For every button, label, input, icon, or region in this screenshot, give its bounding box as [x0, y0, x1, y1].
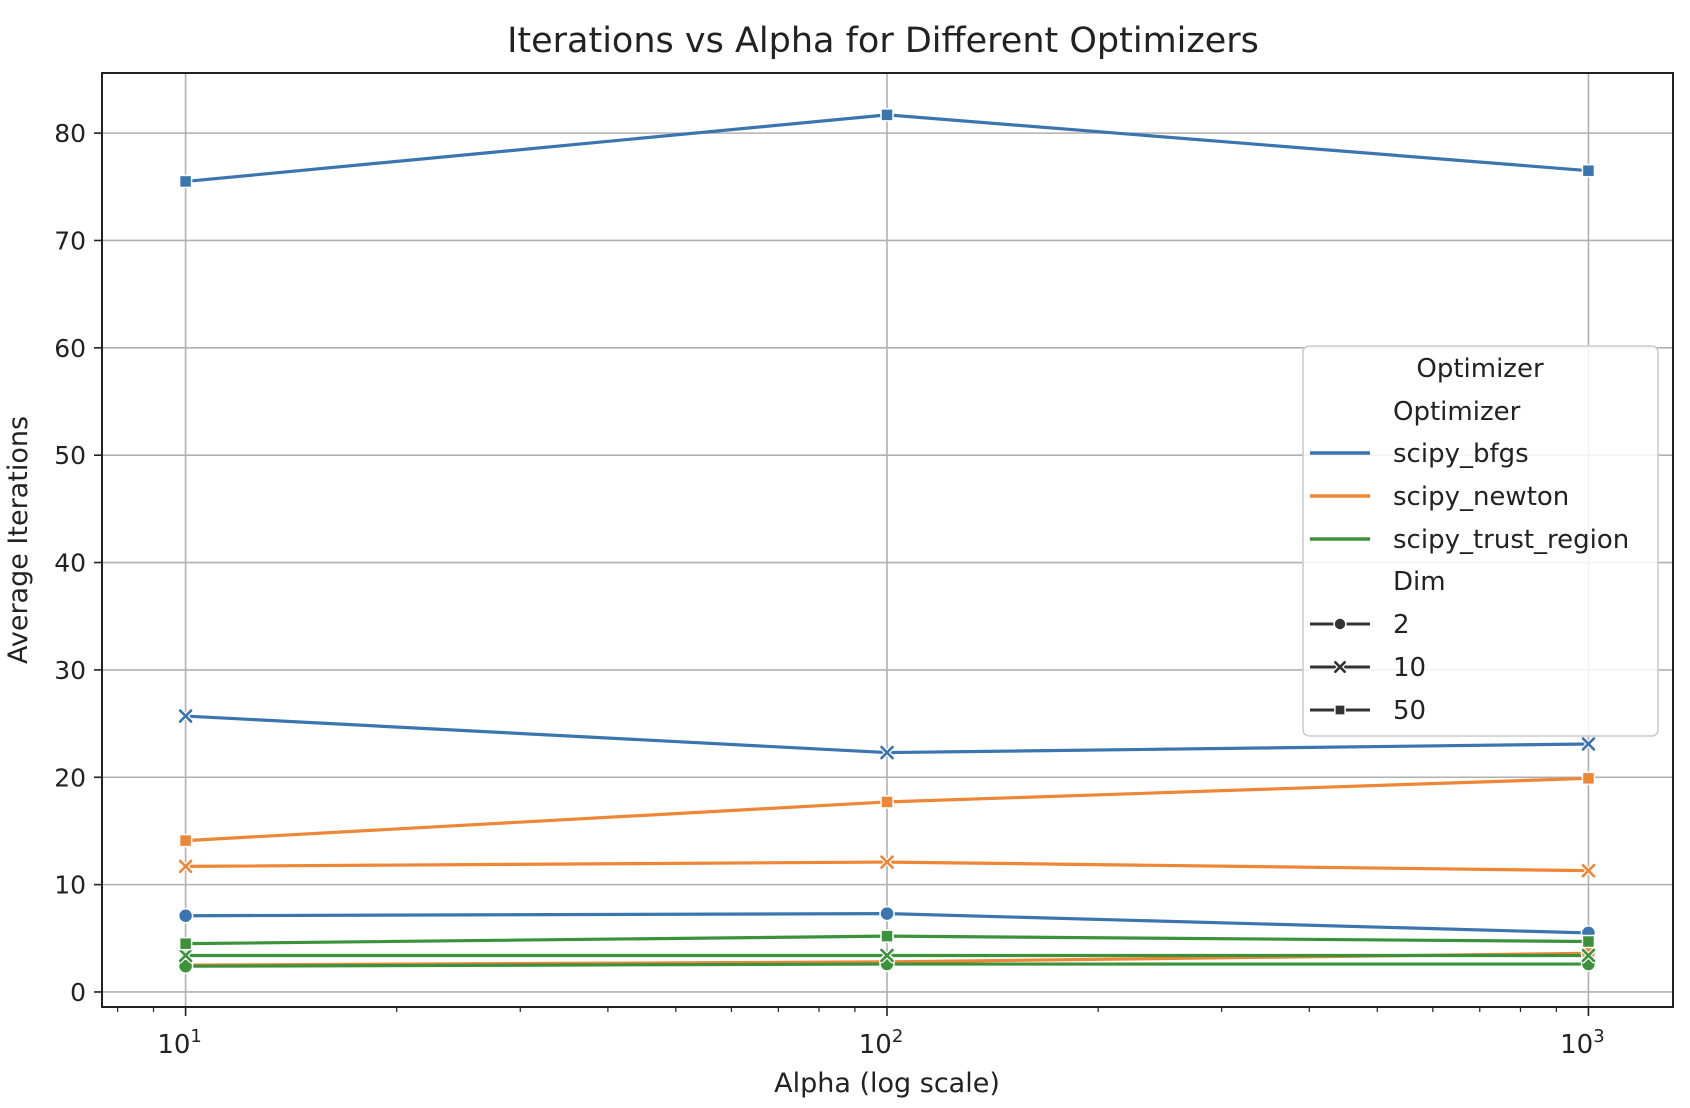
data-point: [1334, 704, 1346, 716]
legend-item-label: 50: [1393, 696, 1426, 726]
y-tick-label: 40: [54, 549, 86, 578]
x-tick-base: 10: [1560, 1030, 1593, 1060]
series-markers: [177, 108, 1597, 974]
data-point: [1333, 617, 1347, 631]
x-tick-label: 102: [859, 1026, 904, 1060]
data-point: [178, 833, 193, 848]
data-point: [1332, 659, 1348, 675]
legend-item-label: 2: [1393, 610, 1410, 640]
x-axis-label: Alpha (log scale): [774, 1068, 1000, 1099]
data-point: [177, 907, 194, 924]
legend-item-label: scipy_trust_region: [1393, 525, 1629, 555]
x-tick-label: 103: [1560, 1026, 1605, 1060]
chart-title: Iterations vs Alpha for Different Optimi…: [507, 21, 1259, 61]
x-tick-exponent: 3: [1593, 1026, 1604, 1047]
data-point: [879, 744, 896, 761]
y-tick-label: 0: [70, 978, 86, 1007]
x-tick-exponent: 1: [190, 1026, 201, 1047]
y-tick-label: 50: [54, 441, 86, 470]
grid-lines: [102, 73, 1673, 1007]
data-point: [1580, 862, 1597, 879]
y-tick-label: 70: [54, 226, 86, 255]
y-tick-label: 60: [54, 334, 86, 363]
data-point: [1580, 947, 1597, 964]
y-axis-label: Average Iterations: [3, 416, 34, 664]
legend-box: [1302, 345, 1659, 737]
x-tick-exponent: 2: [892, 1026, 903, 1047]
legend-hue-header: Optimizer: [1393, 397, 1521, 427]
x-tick-label: 101: [157, 1026, 202, 1060]
legend-item-label: scipy_bfgs: [1393, 439, 1529, 469]
data-point: [879, 905, 895, 922]
legend-item-label: scipy_newton: [1393, 482, 1569, 512]
legend-style-header: Dim: [1393, 567, 1446, 597]
data-point: [177, 708, 194, 725]
legend-item-label: 10: [1393, 653, 1426, 683]
data-point: [1581, 771, 1596, 786]
data-point: [1581, 163, 1596, 178]
y-tick-label: 10: [54, 871, 86, 900]
x-tick-base: 10: [859, 1030, 892, 1060]
legend-title: Optimizer: [1416, 354, 1544, 384]
y-tick-label: 20: [54, 763, 86, 792]
y-tick-label: 30: [54, 656, 86, 685]
data-point: [178, 936, 193, 951]
y-tick-label: 80: [54, 119, 86, 148]
data-point: [880, 795, 894, 809]
data-point: [880, 929, 894, 943]
legend: Optimizer Optimizer scipy_bfgs scipy_newton…: [1302, 345, 1659, 737]
data-point: [1581, 934, 1596, 949]
x-tick-base: 10: [157, 1030, 190, 1060]
data-point: [178, 174, 193, 189]
data-point: [177, 858, 194, 875]
data-point: [879, 854, 896, 871]
data-point: [880, 108, 894, 122]
data-point: [1580, 735, 1597, 752]
data-point: [177, 958, 194, 974]
data-point: [177, 947, 194, 964]
data-point: [879, 947, 896, 964]
